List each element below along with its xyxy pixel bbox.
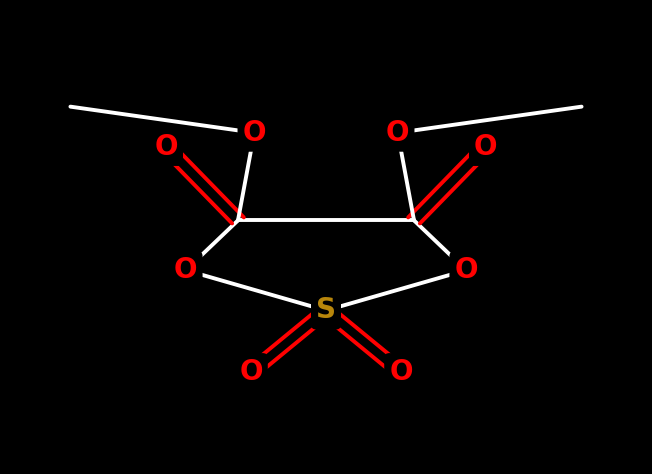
Text: O: O: [474, 133, 497, 161]
Text: O: O: [243, 118, 266, 147]
Text: S: S: [316, 296, 336, 325]
Text: O: O: [155, 133, 178, 161]
Text: O: O: [239, 358, 263, 386]
Text: O: O: [174, 256, 198, 284]
Text: O: O: [454, 256, 478, 284]
Text: O: O: [386, 118, 409, 147]
Text: O: O: [389, 358, 413, 386]
